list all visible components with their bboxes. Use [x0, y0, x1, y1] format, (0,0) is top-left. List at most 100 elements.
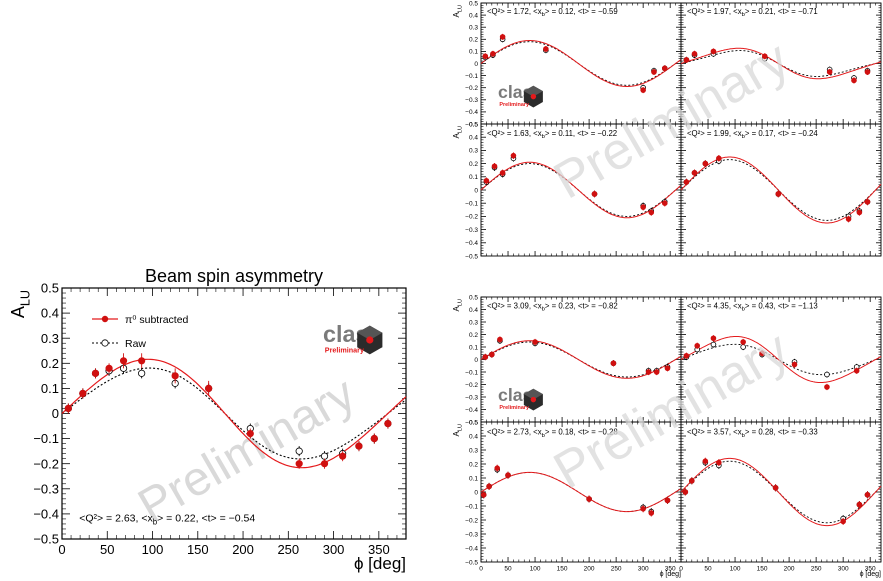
y-tick-label: 0.5 — [469, 121, 478, 128]
subtracted-point — [171, 372, 179, 380]
y-tick-label: −0.2 — [465, 517, 478, 524]
x-tick-label: 200 — [584, 566, 595, 573]
y-tick-label: −0.4 — [33, 506, 59, 521]
subtracted-point — [851, 77, 857, 84]
clas-dot-icon — [530, 93, 537, 100]
panel-watermark-top: Preliminary — [544, 30, 798, 210]
y-tick-label: 0.1 — [469, 49, 478, 56]
y-tick-label: 0.1 — [469, 344, 478, 351]
y-tick-label: −0.1 — [465, 200, 478, 207]
x-tick-label: 350 — [665, 566, 676, 573]
raw-fit-line — [480, 341, 682, 378]
raw-point — [710, 341, 717, 348]
y-tick-label: 0.4 — [469, 12, 478, 19]
raw-fit-line — [680, 460, 882, 524]
x-tick-label: 250 — [277, 542, 299, 557]
subtracted-point — [702, 160, 709, 167]
raw-point — [138, 369, 146, 377]
y-tick-label: 0.3 — [469, 447, 478, 454]
legend: π⁰ subtracted Raw — [92, 314, 189, 350]
subtracted-point — [826, 69, 833, 75]
y-tick-label: 0.1 — [469, 174, 478, 181]
subtracted-fit-line — [680, 336, 882, 383]
x-tick-label: 50 — [100, 542, 114, 557]
clas-hexagon-top-icon — [523, 388, 543, 400]
y-tick-label: −0.1 — [465, 369, 478, 376]
legend-subtracted-marker — [101, 315, 109, 323]
y-tick-label: 0.4 — [469, 134, 478, 141]
y-tick-label: −0.5 — [465, 419, 478, 426]
x-axis-label: ϕ [deg] — [354, 554, 406, 573]
subtracted-point — [689, 477, 695, 484]
subtracted-point — [499, 34, 506, 40]
x-tick-label: 100 — [142, 542, 164, 557]
clas-dot-icon — [366, 336, 374, 344]
subtracted-point — [482, 53, 489, 60]
legend-raw-label: Raw — [125, 338, 146, 350]
x-tick-label: 150 — [757, 566, 768, 573]
y-tick-label: 0 — [474, 489, 478, 496]
kinematics-label: <Q²> = 4.35, <xb> = 0.43, <t> = −1.13 — [687, 301, 818, 312]
kinematics-label: <Q²> = 3.57, <xb> = 0.28, <t> = −0.33 — [687, 428, 818, 439]
legend-raw-marker — [101, 339, 109, 347]
subtracted-point — [759, 350, 765, 357]
y-tick-label: 0.5 — [469, 294, 478, 301]
y-tick-label: −0.3 — [465, 531, 478, 538]
y-tick-label: 0.3 — [469, 319, 478, 326]
x-tick-label: 0 — [679, 566, 683, 573]
subtracted-point — [716, 459, 722, 466]
subtracted-point — [775, 191, 782, 197]
y-tick-label: 0 — [474, 187, 478, 194]
subtracted-point — [483, 177, 490, 184]
subtracted-point — [91, 369, 100, 377]
subtracted-point — [682, 489, 689, 495]
y-tick-label: −0.3 — [465, 227, 478, 234]
subtracted-point — [691, 51, 698, 57]
y-tick-label: −0.1 — [465, 503, 478, 510]
y-tick-label: −0.2 — [465, 382, 478, 389]
x-tick-label: 200 — [232, 542, 254, 557]
y-tick-label: −0.5 — [465, 253, 478, 260]
y-tick-label: 0 — [52, 406, 59, 421]
raw-point — [824, 371, 830, 378]
subtracted-point — [791, 361, 798, 368]
subtracted-point — [683, 352, 690, 359]
panel-6: <Q²> = 4.35, <xb> = 0.43, <t> = −1.13 — [680, 296, 882, 423]
x-tick-label: 350 — [368, 542, 390, 557]
y-axis-label: ALU — [452, 126, 463, 139]
raw-fit-line — [680, 343, 882, 376]
subtracted-point — [79, 389, 87, 398]
y-tick-label: −0.5 — [465, 121, 478, 128]
subtracted-point — [856, 501, 863, 508]
subtracted-point — [661, 200, 668, 207]
raw-fit-line — [61, 367, 407, 460]
clas-hexagon-top-icon — [523, 85, 543, 97]
y-tick-label: 0.2 — [41, 356, 59, 371]
x-axis-label: ϕ [deg] — [660, 571, 681, 578]
y-axis-label: ALU — [452, 424, 463, 437]
subtracted-point — [610, 360, 617, 367]
x-tick-label: 0 — [58, 542, 65, 557]
subtracted-point — [494, 465, 501, 472]
x-tick-label: 250 — [811, 566, 822, 573]
y-tick-label: 0.3 — [469, 24, 478, 31]
clas-preliminary-badge: Preliminary — [325, 346, 364, 355]
subtracted-point — [510, 152, 517, 159]
y-tick-label: −0.5 — [33, 532, 59, 547]
subtracted-point — [591, 191, 598, 197]
y-tick-label: 0.3 — [41, 331, 59, 346]
subtracted-point — [482, 354, 489, 360]
subtracted-point — [824, 384, 830, 390]
subtracted-point — [384, 419, 392, 428]
subtracted-point — [702, 458, 709, 465]
x-tick-label: 250 — [611, 566, 622, 573]
main-asymmetry-chart: Preliminary −0.5 −0.4 −0.3 −0.2 −0.1 0 0.1 0.2 0.… — [8, 266, 407, 573]
raw-fit-line — [480, 41, 682, 86]
subtracted-point — [586, 496, 592, 502]
subtracted-point — [683, 179, 690, 185]
y-axis-label: ALU — [452, 5, 463, 18]
subtracted-point — [716, 155, 722, 162]
x-tick-label: 150 — [187, 542, 209, 557]
x-axis-label: ϕ [deg] — [860, 571, 881, 578]
y-tick-label: −0.2 — [465, 214, 478, 221]
